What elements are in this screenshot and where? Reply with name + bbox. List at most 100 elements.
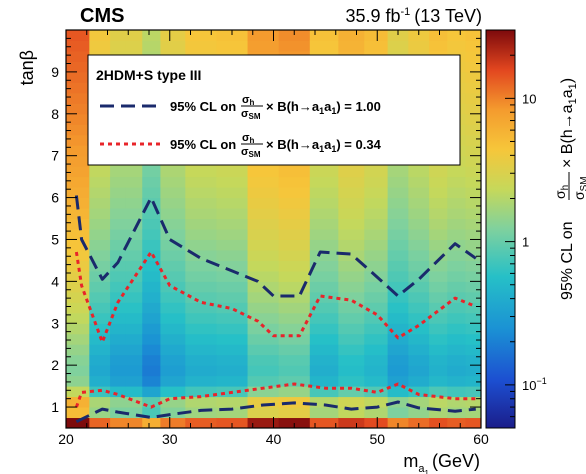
heatmap-cell: [447, 312, 466, 324]
heatmap-cell: [125, 208, 143, 220]
heatmap-cell: [185, 249, 217, 261]
heatmap-cell: [110, 166, 127, 178]
heatmap-cell: [185, 333, 217, 345]
heatmap-cell: [216, 187, 249, 199]
heatmap-cell: [309, 281, 339, 293]
heatmap-cell: [309, 344, 339, 356]
heatmap-cell: [364, 417, 389, 428]
heatmap-cell: [160, 375, 186, 387]
heatmap-cell: [110, 218, 127, 230]
x-tick-label: 20: [58, 431, 74, 447]
heatmap-cell: [465, 229, 481, 240]
heatmap-cell: [338, 260, 365, 272]
heatmap-cell: [247, 365, 280, 377]
svg-text:95% CL on: 95% CL on: [170, 137, 236, 152]
heatmap-cell: [338, 333, 365, 345]
y-tick-label: 5: [51, 231, 59, 247]
heatmap-cell: [387, 375, 409, 387]
heatmap-cell: [247, 323, 280, 335]
heatmap-cell: [247, 176, 280, 188]
x-axis-title: ma1(GeV): [403, 451, 480, 474]
heatmap-cell: [465, 176, 481, 188]
heatmap-cell: [247, 208, 280, 220]
heatmap-cell: [447, 30, 466, 41]
heatmap-cell: [66, 124, 90, 136]
heatmap-cell: [216, 323, 249, 335]
heatmap-cell: [364, 323, 389, 335]
heatmap-cell: [364, 239, 389, 251]
heatmap-cell: [387, 239, 409, 251]
heatmap-cell: [447, 176, 466, 188]
svg-text:σSM: σSM: [241, 146, 261, 159]
heatmap-cell: [429, 375, 448, 387]
heatmap-cell: [110, 270, 127, 282]
heatmap-cell: [185, 302, 217, 314]
heatmap-cell: [66, 239, 90, 251]
heatmap-cell: [66, 218, 90, 230]
heatmap-cell: [185, 375, 217, 387]
heatmap-cell: [338, 291, 365, 303]
heatmap-cell: [216, 218, 249, 230]
heatmap-cell: [89, 30, 111, 41]
heatmap-cell: [125, 417, 143, 428]
heatmap-cell: [66, 323, 90, 335]
heatmap-cell: [447, 260, 466, 272]
heatmap-cell: [408, 270, 430, 282]
heatmap-cell: [142, 386, 161, 398]
heatmap-cell: [247, 333, 280, 345]
heatmap-cell: [338, 187, 365, 199]
heatmap-cell: [185, 354, 217, 366]
heatmap-cell: [447, 249, 466, 261]
heatmap-cell: [387, 187, 409, 199]
heatmap-cell: [465, 197, 481, 209]
heatmap-cell: [185, 229, 217, 240]
heatmap-cell: [247, 302, 280, 314]
heatmap-cell: [89, 354, 111, 366]
heatmap-cell: [447, 354, 466, 366]
heatmap-cell: [447, 197, 466, 209]
heatmap-cell: [387, 365, 409, 377]
heatmap-cell: [247, 260, 280, 272]
heatmap-cell: [408, 344, 430, 356]
heatmap-cell: [89, 249, 111, 261]
heatmap-cell: [110, 375, 127, 387]
heatmap-cell: [125, 323, 143, 335]
heatmap-cell: [278, 344, 311, 356]
heatmap-cell: [387, 30, 409, 41]
lumi-label: 35.9 fb-1 (13 TeV): [345, 6, 482, 26]
heatmap-cell: [110, 365, 127, 377]
heatmap-cell: [125, 176, 143, 188]
heatmap-cell: [66, 134, 90, 146]
heatmap-cell: [364, 218, 389, 230]
heatmap-cell: [465, 82, 481, 94]
heatmap-cell: [142, 354, 161, 366]
heatmap-cell: [364, 229, 389, 240]
heatmap-cell: [338, 249, 365, 261]
heatmap-cell: [66, 50, 90, 62]
svg-text:× B(h→a1a1): × B(h→a1a1): [559, 78, 579, 168]
heatmap-cell: [338, 323, 365, 335]
heatmap-cell: [278, 323, 311, 335]
heatmap-cell: [66, 417, 90, 428]
heatmap-cell: [447, 187, 466, 199]
heatmap-cell: [110, 281, 127, 293]
heatmap-cell: [338, 218, 365, 230]
heatmap-cell: [125, 166, 143, 178]
heatmap-cell: [465, 375, 481, 387]
heatmap-cell: [447, 375, 466, 387]
heatmap-cell: [142, 218, 161, 230]
heatmap-cell: [142, 30, 161, 41]
svg-text:× B(h→a1a1) = 1.00: × B(h→a1a1) = 1.00: [266, 99, 381, 116]
heatmap-cell: [110, 239, 127, 251]
heatmap-cell: [216, 239, 249, 251]
heatmap-cell: [465, 281, 481, 293]
heatmap-cell: [66, 187, 90, 199]
y-tick-label: 3: [51, 315, 59, 331]
heatmap-cell: [125, 333, 143, 345]
heatmap-cell: [89, 396, 111, 408]
heatmap-cell: [89, 302, 111, 314]
heatmap-cell: [447, 208, 466, 220]
heatmap-cell: [465, 365, 481, 377]
heatmap-cell: [142, 166, 161, 178]
